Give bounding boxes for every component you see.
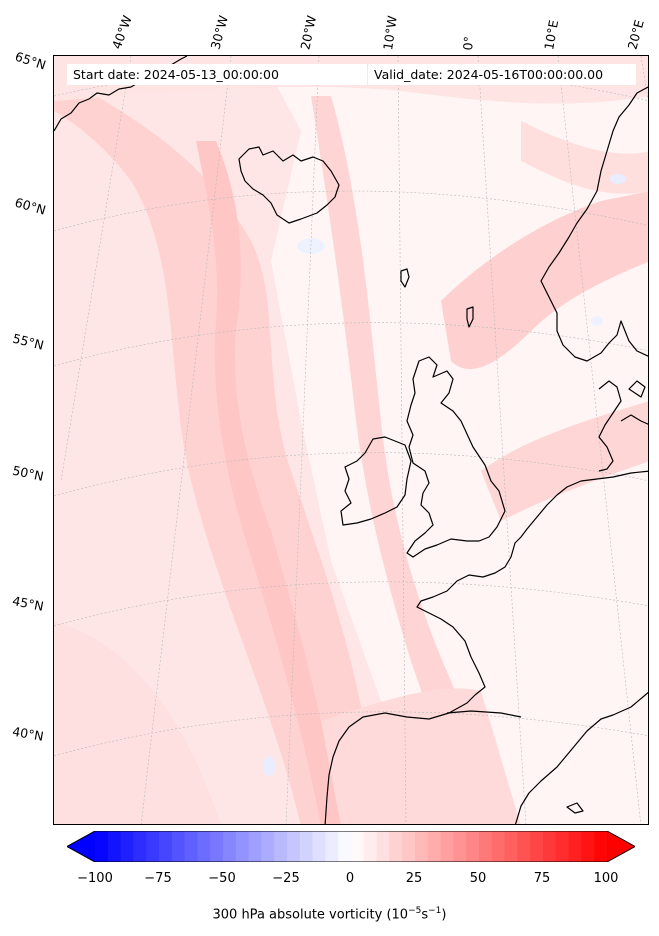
colorbar-bin (504, 831, 518, 862)
vorticity-band-inner (196, 141, 341, 824)
colorbar-bin (594, 831, 608, 862)
colorbar-bin (466, 831, 480, 862)
colorbar-bin (261, 831, 275, 862)
coastline-mediterranean (514, 691, 648, 824)
colorbar-bin (274, 831, 288, 862)
colorbar-bin (146, 831, 160, 862)
colorbar-bin (491, 831, 506, 862)
colorbar-bin (402, 831, 416, 862)
coastline-denmark (598, 380, 622, 472)
colorbar-bin (581, 831, 595, 862)
colorbar-tick-label: 0 (345, 871, 355, 886)
colorbar-bin (325, 831, 339, 862)
negative-vorticity-patch (263, 756, 275, 776)
vorticity-band-north-sea (481, 401, 648, 521)
colorbar-bin (479, 831, 493, 862)
coastline-shetland (466, 306, 474, 328)
lat-label-50n: 50°N (11, 462, 46, 484)
lon-label-0: 0° (460, 35, 477, 51)
colorbar-bin (235, 831, 250, 862)
colorbar-bin (517, 831, 531, 862)
start-date-label: Start date: 2024-05-13_00:00:00 (67, 64, 367, 85)
valid-date-label: Valid_date: 2024-05-16T00:00:00.00 (368, 64, 636, 85)
colorbar-bin (107, 831, 122, 862)
coastline-continent (324, 470, 648, 824)
coastline-baltic (620, 414, 648, 425)
lon-label-20e: 20°E (624, 18, 647, 52)
colorbar-bin (338, 831, 352, 862)
map-frame (53, 55, 649, 825)
colorbar-bin (184, 831, 198, 862)
colorbar-bin (555, 831, 570, 862)
colorbar-bin (530, 831, 544, 862)
colorbar-tick-label: −50 (208, 871, 236, 886)
colorbar-tick-label: 75 (533, 871, 551, 886)
colorbar-label: 300 hPa absolute vorticity (10−5s−1) (212, 906, 447, 923)
coastline-iceland (238, 146, 340, 224)
colorbar-extend-high (607, 831, 635, 862)
coastline-iberia-north (446, 710, 522, 718)
colorbar-bin (299, 831, 314, 862)
colorbar-bin (440, 831, 454, 862)
colorbar-bin (248, 831, 262, 862)
colorbar-bin (312, 831, 326, 862)
coastline-baltic-islands (628, 380, 646, 398)
lat-label-60n: 60°N (13, 194, 48, 218)
lat-label-45n: 45°N (11, 593, 45, 614)
lon-label-10e: 10°E (541, 18, 562, 51)
negative-vorticity-patch (591, 316, 603, 326)
vorticity-region-southwest (54, 621, 221, 824)
lon-label-20w: 20°W (297, 14, 320, 51)
colorbar-tick-label: 25 (405, 871, 423, 886)
colorbar-extend-low (67, 831, 95, 862)
colorbar-bin (363, 831, 378, 862)
vorticity-band-scandinavia (441, 191, 648, 370)
colorbar-bin (453, 831, 467, 862)
lat-label-65n: 65°N (13, 48, 48, 73)
lat-label-40n: 40°N (11, 723, 45, 744)
colorbar-bin (95, 831, 109, 862)
colorbar-bin (543, 831, 557, 862)
lon-label-40w: 40°W (108, 13, 135, 51)
colorbar-bin (376, 831, 390, 862)
colorbar-bin (223, 831, 237, 862)
coastline-norway (540, 86, 648, 362)
vorticity-region-iberia (321, 688, 521, 824)
coastline-great-britain (406, 356, 506, 558)
colorbar-bin (210, 831, 224, 862)
colorbar-tick-label: −75 (144, 871, 172, 886)
colorbar (67, 831, 635, 862)
lon-label-10w: 10°W (380, 14, 400, 52)
negative-vorticity-patch (297, 238, 325, 254)
colorbar-bin (568, 831, 582, 862)
negative-vorticity-patch (610, 174, 626, 184)
colorbar-tick-label: 50 (469, 871, 487, 886)
colorbar-bin (389, 831, 403, 862)
coastline-ireland (340, 436, 412, 526)
coastline-balearics (566, 802, 584, 814)
lon-label-30w: 30°W (207, 13, 231, 51)
colorbar-bin (427, 831, 442, 862)
colorbar-bin (287, 831, 301, 862)
colorbar-tick-label: −100 (77, 871, 113, 886)
coastlines (54, 56, 648, 824)
colorbar-bin (133, 831, 147, 862)
colorbar-bin (351, 831, 365, 862)
colorbar-bin (171, 831, 186, 862)
colorbar-bin (197, 831, 211, 862)
colorbar-tick-label: −25 (272, 871, 300, 886)
colorbar-bin (415, 831, 429, 862)
colorbar-bin (120, 831, 134, 862)
vorticity-streak-central (311, 96, 501, 824)
colorbar-tick-label: 100 (593, 871, 619, 886)
lat-label-55n: 55°N (11, 330, 46, 353)
vorticity-map (54, 56, 648, 824)
colorbar-bin (159, 831, 173, 862)
coastline-faroe (400, 268, 410, 288)
